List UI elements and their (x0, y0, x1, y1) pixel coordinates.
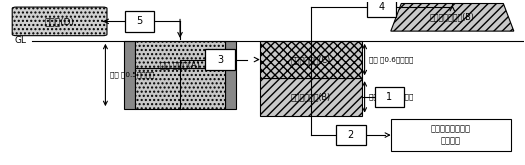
Bar (391, 119, 511, 151)
Text: 深さ 約0.6メートル: 深さ 約0.6メートル (369, 56, 413, 63)
Text: 1: 1 (386, 92, 392, 102)
Text: 3: 3 (217, 55, 223, 65)
FancyBboxPatch shape (374, 86, 404, 107)
Text: 4: 4 (379, 2, 385, 12)
Text: 深さ 約0.5メートル: 深さ 約0.5メートル (110, 72, 154, 78)
FancyBboxPatch shape (367, 0, 396, 17)
FancyBboxPatch shape (12, 7, 107, 36)
Bar (135, 41, 225, 68)
Bar (260, 41, 362, 78)
Text: 保管区域上層土(B): 保管区域上層土(B) (430, 13, 475, 22)
Bar (225, 41, 236, 109)
Bar (135, 68, 225, 109)
Bar (260, 78, 362, 116)
Text: 新規砂(D): 新規砂(D) (45, 17, 75, 26)
FancyBboxPatch shape (336, 125, 365, 146)
Text: 保管区域下層(C): 保管区域下層(C) (291, 55, 331, 64)
Text: 深さ 約0.6メートル: 深さ 約0.6メートル (369, 94, 413, 100)
FancyBboxPatch shape (205, 49, 235, 70)
Text: GL: GL (15, 36, 27, 45)
Text: 2: 2 (348, 130, 354, 140)
Bar (124, 41, 135, 109)
Text: 5: 5 (136, 16, 143, 26)
Text: 保管区域上層(B): 保管区域上層(B) (291, 92, 331, 101)
Polygon shape (391, 3, 514, 31)
FancyBboxPatch shape (125, 11, 154, 32)
Text: 砂場 既存砂(A): 砂場 既存砂(A) (160, 60, 200, 69)
Text: 残土として搬出し
適正処分: 残土として搬出し 適正処分 (431, 124, 471, 146)
